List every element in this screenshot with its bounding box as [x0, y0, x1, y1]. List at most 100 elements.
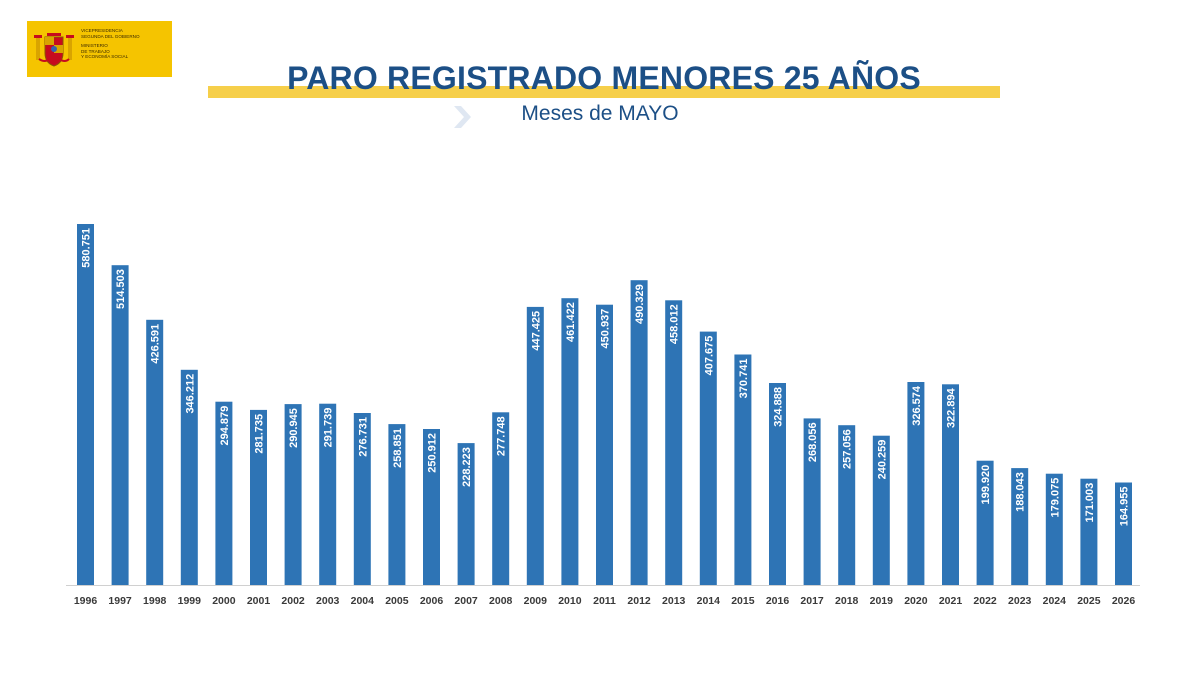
bar-2020 — [907, 382, 925, 585]
x-tick-label-2020: 2020 — [904, 595, 928, 607]
x-tick-label-2023: 2023 — [1008, 595, 1032, 607]
x-tick-label-1999: 1999 — [178, 595, 202, 607]
data-label-2026: 164.955 — [1119, 486, 1131, 526]
x-tick-label-2015: 2015 — [731, 595, 755, 607]
bar-2021 — [942, 384, 959, 585]
data-label-2024: 179.075 — [1049, 478, 1061, 518]
data-label-2018: 257.056 — [842, 429, 854, 469]
data-label-2012: 490.329 — [634, 284, 646, 324]
data-label-1999: 346.212 — [184, 374, 196, 414]
bar-1998 — [146, 319, 164, 585]
data-label-2000: 294.879 — [219, 406, 231, 446]
data-label-2010: 461.422 — [565, 302, 577, 342]
x-tick-label-2022: 2022 — [973, 595, 997, 607]
data-label-2017: 268.056 — [807, 422, 819, 462]
x-tick-label-2013: 2013 — [662, 595, 686, 607]
data-label-2015: 370.741 — [738, 359, 750, 399]
government-logo: VICEPRESIDENCIA SEGUNDA DEL GOBIERNO MIN… — [27, 21, 172, 77]
x-tick-label-1997: 1997 — [108, 595, 132, 607]
data-label-2022: 199.920 — [980, 465, 992, 505]
bar-2023 — [1011, 468, 1029, 585]
chart-title: PARO REGISTRADO MENORES 25 AÑOS — [287, 60, 921, 96]
data-label-2023: 188.043 — [1015, 472, 1027, 512]
bar-2022 — [976, 460, 994, 585]
bar-2002 — [284, 404, 302, 585]
ministry-line: VICEPRESIDENCIA — [81, 28, 123, 33]
bar-2000 — [215, 401, 233, 585]
data-label-2004: 276.731 — [357, 417, 369, 457]
coat-of-arms-icon — [34, 33, 74, 67]
data-label-2021: 322.894 — [946, 387, 958, 428]
x-tick-label-2014: 2014 — [697, 595, 721, 607]
bar-2019 — [872, 435, 890, 585]
bar-1999 — [180, 369, 198, 585]
data-label-2006: 250.912 — [427, 433, 439, 473]
bar-1996 — [77, 224, 94, 585]
bar-2015 — [734, 354, 752, 585]
bar-2003 — [319, 403, 337, 585]
ministry-line: MINISTERIO — [81, 43, 108, 49]
data-label-2001: 281.735 — [254, 414, 266, 454]
data-label-2007: 228.223 — [461, 447, 473, 487]
x-tick-label-2010: 2010 — [558, 595, 582, 607]
data-label-2008: 277.748 — [496, 416, 508, 456]
data-label-1996: 580.751 — [81, 228, 93, 268]
bar-2009 — [526, 306, 544, 585]
x-tick-label-2001: 2001 — [247, 595, 271, 607]
x-tick-label-2005: 2005 — [385, 595, 409, 607]
title-underline-bar — [208, 86, 1000, 98]
x-tick-label-2024: 2024 — [1043, 595, 1067, 607]
bar-2012 — [630, 280, 648, 585]
bar-2024 — [1045, 473, 1063, 585]
bar-2014 — [699, 331, 717, 585]
bar-2004 — [353, 413, 371, 585]
chevron-right-icon — [454, 106, 471, 128]
x-tick-label-2017: 2017 — [800, 595, 824, 607]
bar-2005 — [388, 424, 406, 585]
x-tick-label-2019: 2019 — [870, 595, 894, 607]
x-tick-label-2004: 2004 — [351, 595, 375, 607]
bar-1997 — [111, 265, 129, 585]
ministry-line: DE TRABAJO — [81, 48, 110, 54]
x-tick-label-2009: 2009 — [524, 595, 548, 607]
x-tick-label-1998: 1998 — [143, 595, 167, 607]
x-tick-label-2007: 2007 — [454, 595, 478, 607]
x-tick-label-2003: 2003 — [316, 595, 340, 607]
data-label-2020: 326.574 — [911, 385, 923, 426]
data-label-2016: 324.888 — [773, 387, 785, 427]
bar-2017 — [803, 418, 821, 585]
bar-2026 — [1115, 482, 1132, 585]
x-tick-label-2002: 2002 — [281, 595, 305, 607]
x-tick-label-2025: 2025 — [1077, 595, 1101, 607]
data-label-2025: 171.003 — [1084, 483, 1096, 523]
x-tick-label-2006: 2006 — [420, 595, 444, 607]
ministry-line: Y ECONOMÍA SOCIAL — [81, 54, 129, 60]
data-label-2014: 407.675 — [703, 336, 715, 376]
x-tick-label-2021: 2021 — [939, 595, 963, 607]
data-label-2002: 290.945 — [288, 408, 300, 448]
x-tick-label-2000: 2000 — [212, 595, 236, 607]
data-label-2019: 240.259 — [876, 440, 888, 480]
bar-2006 — [423, 429, 440, 585]
bar-2001 — [250, 409, 267, 585]
bar-2010 — [561, 298, 579, 585]
bar-2018 — [838, 425, 856, 585]
data-label-2003: 291.739 — [323, 408, 335, 448]
bar-2013 — [665, 300, 683, 585]
bar-2025 — [1080, 478, 1098, 585]
data-label-2013: 458.012 — [669, 304, 681, 344]
x-tick-label-2011: 2011 — [593, 595, 616, 607]
bar-2011 — [596, 304, 613, 585]
data-label-2005: 258.851 — [392, 428, 404, 468]
x-tick-label-2016: 2016 — [766, 595, 790, 607]
x-tick-label-2008: 2008 — [489, 595, 513, 607]
data-label-2011: 450.937 — [600, 309, 612, 349]
bar-2016 — [769, 383, 786, 585]
data-label-1997: 514.503 — [115, 269, 127, 309]
chart-subtitle: Meses de MAYO — [521, 102, 679, 125]
data-label-2009: 447.425 — [530, 311, 542, 351]
data-label-1998: 426.591 — [150, 324, 162, 364]
x-tick-label-1996: 1996 — [74, 595, 98, 607]
x-tick-label-2012: 2012 — [627, 595, 651, 607]
